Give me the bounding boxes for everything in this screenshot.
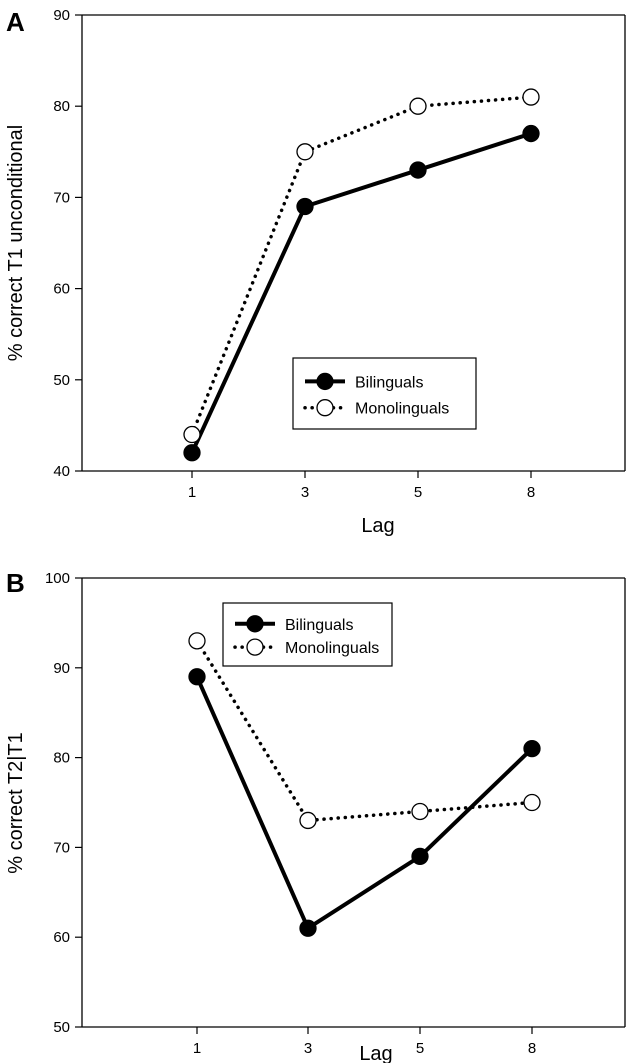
panel-letter-a: A bbox=[6, 7, 25, 37]
p1-y-tick-label-1: 60 bbox=[53, 929, 70, 946]
p0-x-tick-label-0: 1 bbox=[188, 484, 196, 501]
p1-x-tick-label-0: 1 bbox=[193, 1040, 201, 1057]
p0-y-tick-label-3: 70 bbox=[53, 189, 70, 206]
p1-series-0-point-3 bbox=[523, 739, 541, 758]
p1-series-line-0 bbox=[195, 675, 534, 932]
p1-y-tick-label-0: 50 bbox=[53, 1019, 70, 1036]
p1-series-1-point-3 bbox=[523, 793, 541, 812]
p1-series-0-point-2 bbox=[411, 847, 429, 866]
panel-a: A % correct T1 unconditional Lag 40 50 60 7… bbox=[5, 7, 626, 537]
p0-y-tick-label-4: 80 bbox=[53, 98, 70, 115]
p0-y-tick-label-1: 50 bbox=[53, 372, 70, 389]
p0-x-tick-label-2: 5 bbox=[414, 484, 422, 501]
p1-y-tick-label-3: 80 bbox=[53, 750, 70, 767]
p1-series-0-point-0 bbox=[188, 668, 206, 686]
p0-y-tick-label-2: 60 bbox=[53, 281, 70, 298]
y-axis-title-a: % correct T1 unconditional bbox=[5, 125, 27, 361]
p0-series-1-point-3 bbox=[522, 88, 540, 106]
p0-series-0-point-3 bbox=[522, 124, 540, 143]
p0-y-tick-label-0: 40 bbox=[53, 463, 70, 480]
p0-legend-marker-1 bbox=[316, 399, 334, 417]
p1-y-tick-label-2: 70 bbox=[53, 839, 70, 856]
p1-x-tick-label-1: 3 bbox=[304, 1040, 312, 1057]
p1-x-tick-label-3: 8 bbox=[528, 1040, 536, 1057]
p0-series-0-point-1 bbox=[296, 197, 314, 216]
panel-letter-b: B bbox=[6, 568, 25, 598]
p1-series-1-point-2 bbox=[411, 802, 429, 821]
p0-series-line-0 bbox=[190, 131, 532, 454]
p0-x-tick-label-3: 8 bbox=[527, 484, 535, 501]
panel-b: B % correct T2|T1 Lag 50 60 70 80 90 100 1 3 5 8 B… bbox=[5, 568, 626, 1063]
p1-series-line-1 bbox=[195, 639, 534, 823]
p0-legend-box bbox=[292, 357, 477, 430]
p1-series-0-point-1 bbox=[299, 919, 317, 937]
p1-legend-box bbox=[222, 602, 393, 667]
p1-y-tick-label-5: 100 bbox=[45, 570, 70, 587]
p0-series-1-point-0 bbox=[183, 425, 201, 444]
y-axis-title-b: % correct T2|T1 bbox=[5, 732, 27, 874]
p1-series-1-point-0 bbox=[188, 632, 206, 650]
p0-legend-marker-0 bbox=[316, 372, 334, 391]
p1-legend-label-1: Monolinguals bbox=[285, 640, 379, 657]
p1-y-tick-label-4: 90 bbox=[53, 660, 70, 677]
p0-series-0-point-2 bbox=[409, 161, 427, 179]
p0-series-1-point-2 bbox=[409, 97, 427, 115]
p0-series-1-point-1 bbox=[296, 143, 314, 161]
p1-series-1-point-1 bbox=[299, 811, 317, 830]
p1-legend-marker-1 bbox=[246, 638, 264, 656]
p0-y-tick-label-5: 90 bbox=[53, 7, 70, 24]
p1-x-tick-label-2: 5 bbox=[416, 1040, 424, 1057]
p0-x-tick-label-1: 3 bbox=[301, 484, 309, 501]
p1-legend-label-0: Bilinguals bbox=[285, 617, 353, 634]
x-axis-title-b: Lag bbox=[359, 1043, 392, 1063]
p1-legend-marker-0 bbox=[246, 615, 264, 633]
p0-series-line-1 bbox=[190, 95, 533, 437]
x-axis-title-a: Lag bbox=[361, 515, 394, 537]
p0-legend-label-0: Bilinguals bbox=[355, 374, 423, 391]
p0-series-0-point-0 bbox=[183, 444, 201, 462]
p0-legend-label-1: Monolinguals bbox=[355, 401, 449, 418]
